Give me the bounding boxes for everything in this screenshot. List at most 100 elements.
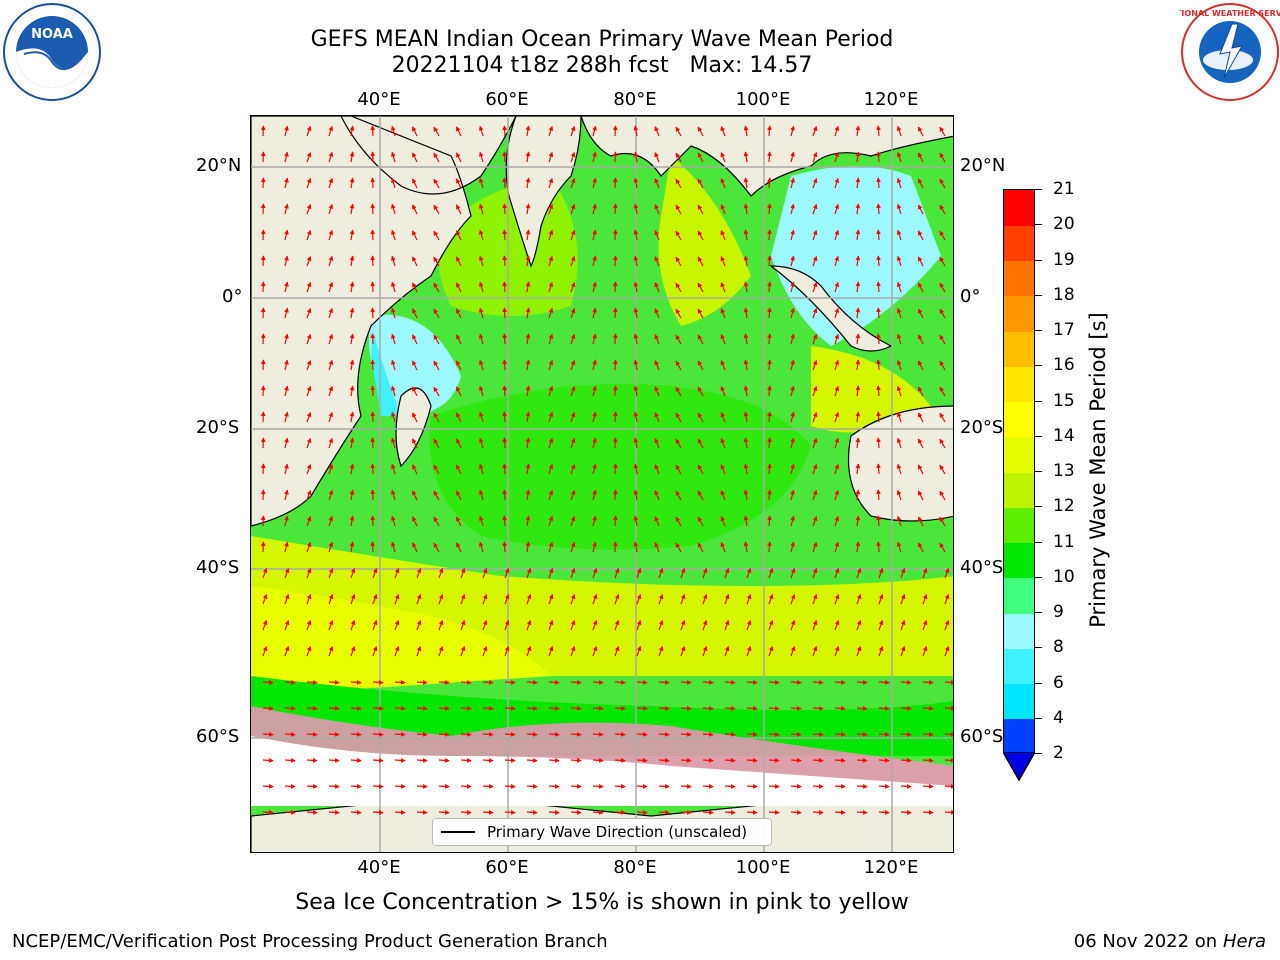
wave-direction-arrow <box>328 541 334 553</box>
wave-direction-arrow <box>416 706 428 711</box>
wave-direction-arrow <box>306 515 312 527</box>
wave-direction-arrow <box>612 177 618 189</box>
wave-direction-arrow <box>900 784 912 789</box>
wave-direction-arrows <box>260 125 953 815</box>
wave-direction-arrow <box>768 784 780 789</box>
wave-direction-arrow <box>328 307 334 319</box>
wave-direction-arrow <box>548 706 560 711</box>
wave-direction-arrow <box>350 567 356 579</box>
wave-direction-arrow <box>592 541 597 553</box>
wave-direction-arrow <box>834 411 840 423</box>
wave-direction-arrow <box>654 464 660 475</box>
wave-direction-arrow <box>526 680 538 685</box>
wave-direction-arrow <box>391 463 396 475</box>
wave-direction-arrow <box>834 125 840 137</box>
wave-direction-arrow <box>372 567 378 579</box>
wave-direction-arrow <box>328 784 340 789</box>
wave-direction-arrow <box>834 619 840 631</box>
svg-text:NATIONAL WEATHER SERVICE: NATIONAL WEATHER SERVICE <box>1180 9 1280 18</box>
wave-direction-arrow <box>455 308 462 319</box>
wave-direction-arrow <box>834 784 846 789</box>
wave-direction-arrow <box>460 758 472 763</box>
wave-direction-arrow <box>478 359 484 371</box>
wave-direction-arrow <box>720 489 726 501</box>
colorbar-label: Primary Wave Mean Period [s] <box>1086 312 1110 628</box>
wave-direction-arrow <box>328 385 334 397</box>
land-indonesia <box>769 265 893 352</box>
wave-period-field <box>251 156 953 756</box>
wave-direction-arrow <box>790 619 796 631</box>
wave-direction-arrow <box>724 810 736 815</box>
wave-direction-arrow <box>790 177 795 189</box>
zone-coastal-cyan <box>371 331 401 416</box>
wave-direction-arrow <box>526 706 538 711</box>
wave-direction-arrow <box>482 810 494 815</box>
wave-direction-arrow <box>876 463 881 475</box>
wave-direction-arrow <box>592 333 597 345</box>
wave-direction-arrow <box>284 151 289 163</box>
wave-direction-arrow <box>328 680 340 685</box>
zone-central-tropics <box>429 384 811 550</box>
wave-direction-arrow <box>724 680 736 685</box>
wave-direction-arrow <box>855 125 861 137</box>
wave-direction-arrow <box>812 281 818 293</box>
wave-direction-arrow <box>767 177 772 189</box>
wave-direction-arrow <box>548 489 554 501</box>
colorbar-segment <box>1004 331 1034 367</box>
wave-direction-arrow <box>896 411 902 423</box>
wave-direction-arrow <box>455 334 462 345</box>
wave-direction-arrow <box>455 178 462 189</box>
wave-direction-arrow <box>548 732 560 737</box>
wave-direction-arrow <box>724 645 730 657</box>
wave-direction-arrow <box>525 307 531 319</box>
zone-east-indian-ocean <box>811 346 931 433</box>
wave-direction-arrow <box>328 489 334 501</box>
wave-direction-arrow <box>767 125 772 137</box>
wave-direction-arrow <box>570 541 576 553</box>
wave-direction-arrow <box>478 255 484 267</box>
wave-direction-arrow <box>328 437 334 449</box>
wave-direction-arrow <box>812 567 818 579</box>
wave-direction-arrow <box>284 281 289 293</box>
wave-direction-arrow <box>592 810 604 815</box>
wave-direction-arrow <box>504 619 510 631</box>
wave-direction-arrow <box>504 680 516 685</box>
wave-direction-arrow <box>720 229 726 241</box>
wave-direction-arrow <box>350 680 362 685</box>
wave-direction-arrow <box>790 385 795 397</box>
wave-direction-arrow <box>834 810 846 815</box>
wave-direction-arrow <box>856 732 868 737</box>
wave-direction-arrow <box>702 732 714 737</box>
wave-direction-arrow <box>856 593 862 605</box>
wave-direction-arrow <box>525 515 531 527</box>
zone-bay-of-bengal <box>658 156 751 326</box>
wave-direction-arrow <box>502 489 508 501</box>
wave-direction-arrow <box>592 593 598 605</box>
wave-direction-arrow <box>370 385 376 397</box>
wave-direction-arrow <box>876 229 881 241</box>
wave-direction-arrow <box>878 732 890 737</box>
colorbar-tick-mark <box>1035 294 1042 296</box>
wave-direction-arrow <box>502 437 508 449</box>
wave-direction-arrow <box>570 255 576 267</box>
wave-direction-arrow <box>812 255 818 267</box>
wave-direction-arrow <box>548 281 554 293</box>
colorbar-segment <box>1004 577 1034 614</box>
colorbar-segment <box>1004 225 1034 261</box>
wave-direction-arrow <box>592 359 597 371</box>
wave-direction-arrow <box>917 412 924 423</box>
wave-direction-arrow <box>654 360 660 371</box>
wave-direction-arrow <box>328 203 334 215</box>
wave-direction-arrow <box>350 784 362 789</box>
wave-direction-arrow <box>658 706 670 711</box>
wave-direction-arrow <box>697 256 704 267</box>
wave-direction-arrow <box>391 203 396 215</box>
wave-direction-arrow <box>372 706 384 711</box>
wave-direction-arrow <box>856 758 868 763</box>
wave-direction-arrow <box>394 810 406 815</box>
wave-direction-arrow <box>570 229 576 241</box>
wave-direction-arrow <box>284 463 289 475</box>
wave-direction-arrow <box>746 732 758 737</box>
wave-direction-arrow <box>548 784 560 789</box>
wave-direction-arrow <box>504 593 510 605</box>
